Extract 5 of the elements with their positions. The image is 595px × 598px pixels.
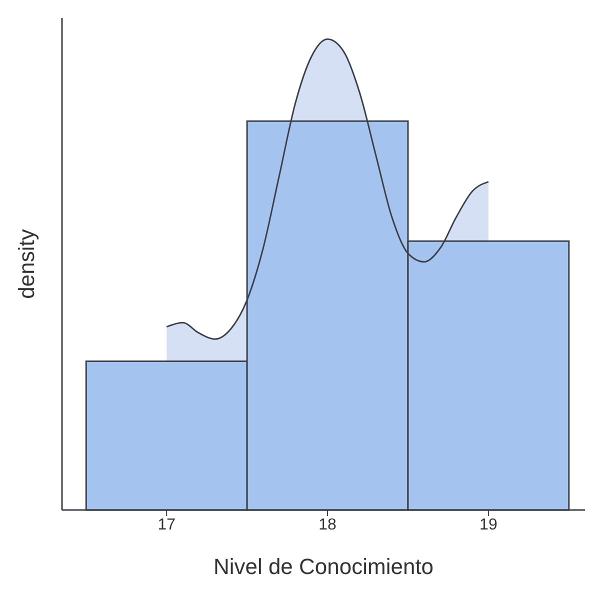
x-tick-label: 19 [480,516,498,534]
x-tick-label: 17 [158,516,176,534]
x-tick-label: 18 [318,516,337,534]
y-axis-title: density [14,229,39,299]
x-axis-title: Nivel de Conocimiento [213,554,434,579]
